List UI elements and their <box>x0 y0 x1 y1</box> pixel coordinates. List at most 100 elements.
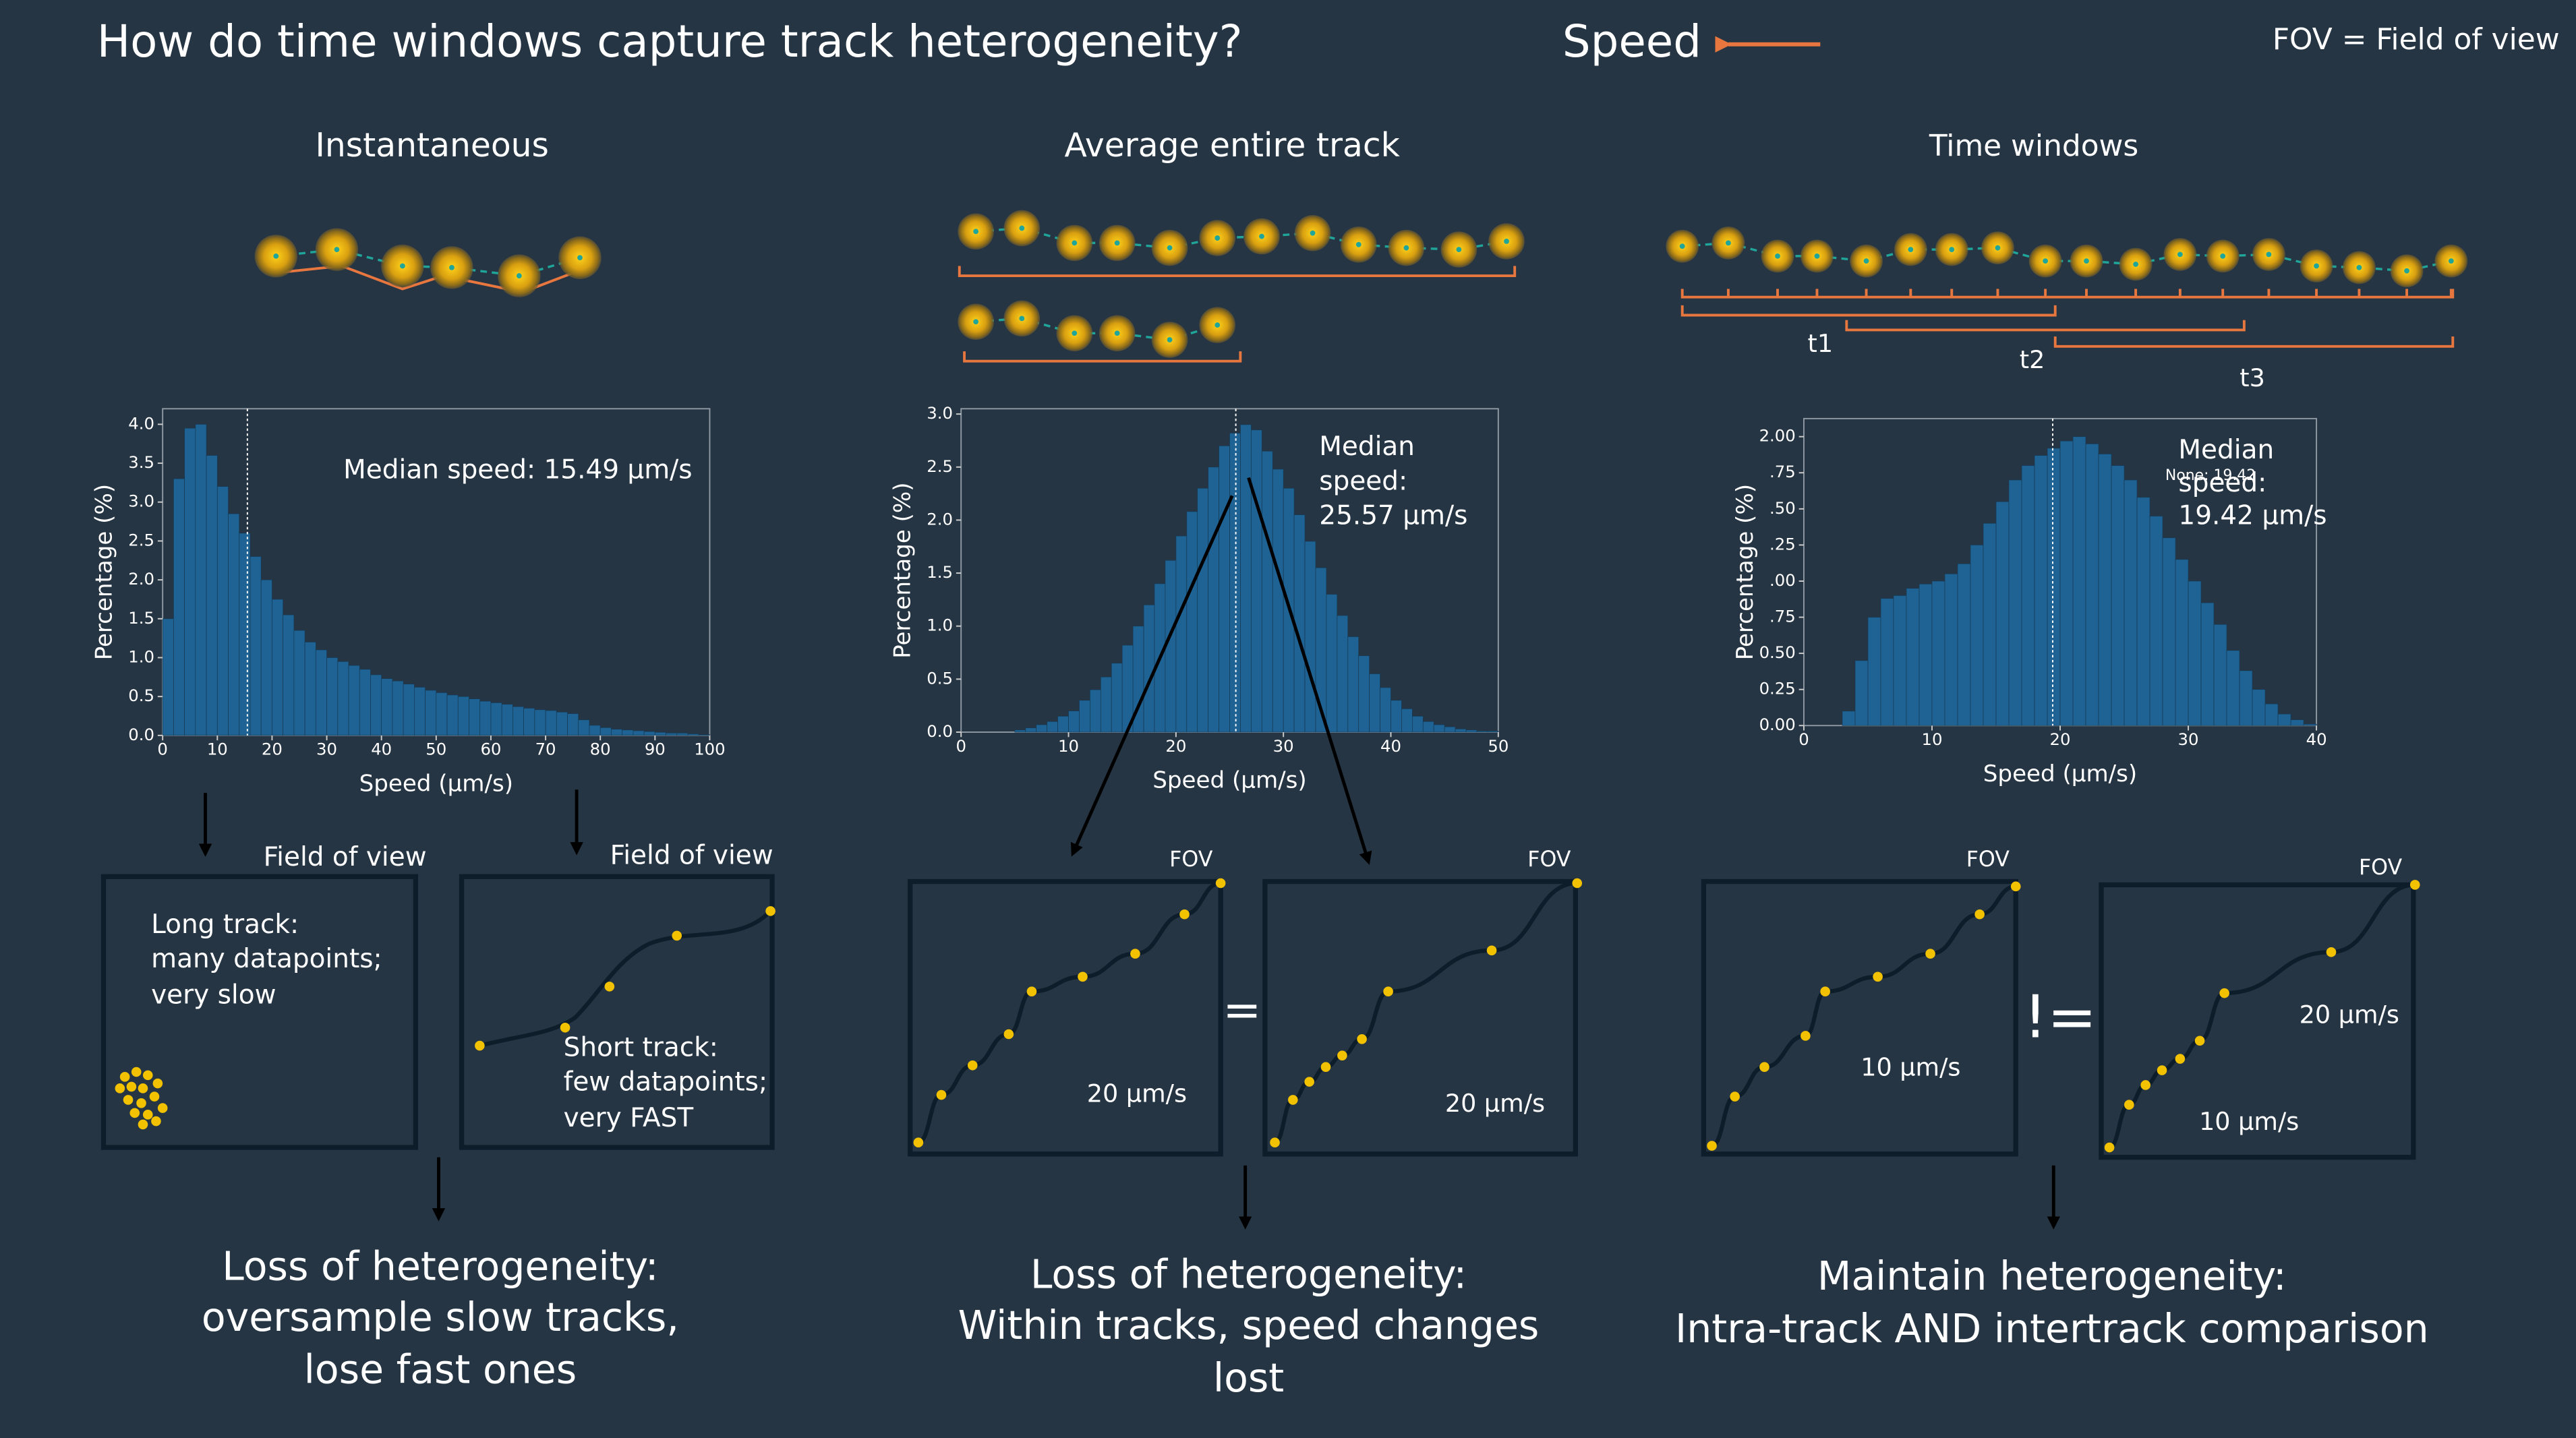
bar <box>1337 615 1349 733</box>
bar <box>162 618 174 736</box>
box-text: few datapoints; <box>564 1067 768 1098</box>
y-tick-label: 0.50 <box>1759 642 1796 662</box>
track-dot <box>560 1022 570 1033</box>
bead-core <box>2404 268 2409 274</box>
bar <box>1983 522 1997 726</box>
bar <box>457 696 469 736</box>
bead-core <box>2448 258 2454 264</box>
arrow <box>1247 477 1372 865</box>
bead-core <box>1403 245 1409 251</box>
bar <box>1186 511 1198 733</box>
bar <box>2111 465 2125 726</box>
bar <box>611 729 623 736</box>
bar <box>698 734 710 736</box>
x-tick-label: 0 <box>1798 729 1809 749</box>
bar <box>2136 497 2150 726</box>
box-text: 10 µm/s <box>1861 1053 1960 1082</box>
conclusion: Maintain heterogeneity: <box>1817 1253 2287 1299</box>
bead-core <box>1019 225 1025 231</box>
conclusion: Intra-track AND intertrack comparison <box>1675 1306 2429 1352</box>
window-ticks <box>1680 289 2455 299</box>
bar <box>2226 650 2240 726</box>
conclusion: lost <box>1213 1355 1284 1401</box>
bead-core <box>1949 247 1955 253</box>
bar <box>1068 711 1080 733</box>
bar <box>1219 445 1230 733</box>
bar <box>567 713 579 736</box>
box-text: Long track: <box>151 909 299 940</box>
annotation: speed: <box>2178 468 2266 498</box>
bar <box>348 665 360 736</box>
bead-core <box>2084 258 2089 264</box>
bead-core <box>1908 247 1914 253</box>
conclusion: Within tracks, speed changes <box>958 1302 1540 1348</box>
bar <box>1476 731 1488 733</box>
bar <box>676 733 689 736</box>
bead-core <box>2266 251 2272 258</box>
bar <box>436 692 448 736</box>
track-dot <box>2326 947 2337 957</box>
bar <box>2188 580 2202 726</box>
bar <box>2072 436 2086 726</box>
track-dot <box>1707 1141 1717 1151</box>
bead-core <box>1355 241 1362 247</box>
bead-core <box>2133 262 2138 267</box>
annotation: Median <box>1319 431 1415 462</box>
y-tick-label: 0.0 <box>927 721 953 741</box>
bar <box>501 704 513 736</box>
x-tick-label: 0 <box>956 736 966 756</box>
annotation: 25.57 µm/s <box>1319 501 1467 531</box>
track-dot <box>1270 1137 1280 1148</box>
bar <box>315 649 327 736</box>
y-tick-label: 4.0 <box>128 413 154 433</box>
bar <box>1208 467 1219 733</box>
bar <box>184 427 196 736</box>
bar <box>1057 716 1069 733</box>
bar <box>633 730 645 736</box>
track-dot <box>1730 1091 1740 1102</box>
conclusion: lose fast ones <box>304 1347 577 1393</box>
x-tick-label: 70 <box>535 740 556 759</box>
bead-core <box>1167 245 1173 251</box>
fov-label: Field of view <box>264 842 427 872</box>
y-tick-label: 1.0 <box>927 616 953 635</box>
x-tick-label: 60 <box>480 740 501 759</box>
bar <box>1422 721 1434 733</box>
bar <box>1919 583 1933 726</box>
bar <box>1380 687 1391 733</box>
bar <box>359 669 371 736</box>
bar <box>1444 726 1456 733</box>
bar <box>1079 700 1090 733</box>
y-tick-label: 0.5 <box>128 686 154 705</box>
bar <box>2213 624 2227 726</box>
track-dot <box>1925 949 1935 959</box>
track-curve <box>479 909 772 1048</box>
y-tick-label: 0.5 <box>927 668 953 688</box>
box-text: very FAST <box>564 1103 694 1133</box>
panel-heading: Average entire track <box>1064 127 1400 164</box>
track-dot <box>2219 988 2229 998</box>
bar <box>1025 727 1037 733</box>
fov-box <box>908 878 1223 1157</box>
box-text: 10 µm/s <box>2199 1107 2299 1136</box>
y-tick-label: .75 <box>1769 462 1796 481</box>
panel-heading: Time windows <box>1929 129 2138 163</box>
x-tick-label: 20 <box>1165 736 1186 756</box>
x-axis-label: Speed (µm/s) <box>1983 760 2137 787</box>
bar <box>195 424 207 736</box>
bar <box>1143 604 1155 733</box>
bar <box>654 731 666 736</box>
x-tick-label: 30 <box>316 740 337 759</box>
bar <box>326 657 339 736</box>
bar <box>1036 724 1048 733</box>
y-tick-label: 1.5 <box>927 562 953 582</box>
bar <box>589 725 601 736</box>
track-dot <box>1486 945 1497 956</box>
y-tick-label: 1.0 <box>128 647 154 666</box>
track-dot <box>1820 986 1830 997</box>
bar <box>1412 716 1424 733</box>
track-dot <box>1078 971 1088 982</box>
track-dot <box>1759 1062 1769 1073</box>
fov-note: FOV = Field of view <box>2273 22 2560 57</box>
